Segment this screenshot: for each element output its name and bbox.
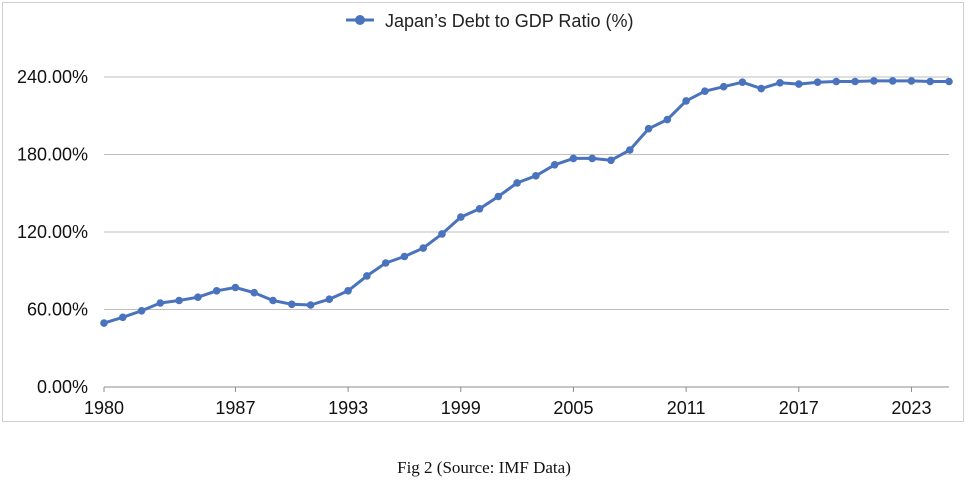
data-point-1987 (231, 283, 240, 292)
x-tick-label: 1993 (328, 398, 368, 418)
data-point-2021 (870, 77, 878, 85)
legend-marker (355, 15, 365, 25)
x-tick-label: 1980 (84, 398, 124, 418)
data-point-2025 (945, 77, 953, 86)
x-tick-label: 2017 (779, 398, 819, 418)
data-point-2022 (888, 77, 897, 85)
data-point-2005 (569, 154, 578, 163)
data-point-2016 (776, 79, 784, 87)
line-chart: 0.00% 60.00% 120.00% 180.00% 240.00% 1980 1987… (17, 11, 953, 418)
data-point-2024 (926, 77, 934, 86)
data-point-1992 (325, 295, 334, 304)
data-point-1996 (400, 252, 409, 261)
axes: 0.00% 60.00% 120.00% 180.00% 240.00% 1980 1987… (17, 67, 949, 418)
data-point-1998 (438, 230, 446, 238)
data-point-1995 (381, 259, 390, 267)
data-point-2003 (532, 172, 540, 180)
data-point-2013 (719, 82, 728, 91)
data-point-2006 (588, 154, 596, 163)
data-point-2015 (757, 84, 765, 93)
data-point-1999 (457, 213, 465, 221)
y-tick-label: 180.00% (17, 145, 88, 165)
data-point-1986 (212, 287, 221, 295)
data-point-1991 (306, 301, 315, 309)
series-line (103, 79, 949, 325)
data-point-1983 (156, 299, 165, 307)
x-tick-label: 2005 (553, 398, 593, 418)
x-tick-label: 2023 (891, 398, 931, 418)
legend-label: Japan’s Debt to GDP Ratio (%) (385, 11, 633, 31)
legend: Japan’s Debt to GDP Ratio (%) (346, 11, 633, 31)
y-tick-label: 0.00% (37, 377, 88, 397)
data-point-1985 (194, 293, 202, 302)
x-tick-label: 1987 (215, 398, 255, 418)
data-point-1990 (288, 300, 296, 309)
chart-frame (2, 2, 964, 422)
data-point-1982 (137, 307, 146, 315)
data-point-2019 (832, 77, 841, 86)
data-point-2001 (494, 192, 503, 201)
data-point-2014 (738, 78, 747, 86)
data-point-1989 (269, 296, 277, 305)
data-point-2011 (682, 97, 690, 105)
data-point-2002 (513, 179, 521, 187)
data-point-1994 (363, 272, 371, 280)
data-point-2012 (701, 87, 709, 95)
data-point-2008 (626, 146, 634, 154)
y-tick-label: 120.00% (17, 222, 88, 242)
data-point-1997 (419, 244, 428, 252)
y-tick-label: 240.00% (17, 67, 88, 87)
x-tick-label: 1999 (441, 398, 481, 418)
data-point-1981 (119, 313, 127, 322)
data-point-2023 (907, 77, 916, 85)
data-point-2004 (550, 161, 559, 169)
data-point-2020 (851, 77, 859, 86)
data-point-2017 (795, 80, 803, 88)
data-point-2000 (475, 205, 484, 213)
data-point-2010 (663, 115, 672, 124)
data-point-2018 (813, 78, 822, 86)
gridlines (104, 76, 949, 310)
data-point-1993 (344, 287, 352, 295)
figure-caption: Fig 2 (Source: IMF Data) (397, 458, 571, 477)
y-tick-label: 60.00% (27, 300, 88, 320)
data-point-1988 (250, 288, 258, 297)
data-point-2007 (607, 156, 615, 165)
series-layer (100, 77, 953, 327)
data-point-1984 (175, 296, 183, 305)
data-point-1980 (100, 319, 108, 327)
x-tick-label: 2011 (667, 398, 706, 418)
data-point-2009 (644, 124, 653, 133)
